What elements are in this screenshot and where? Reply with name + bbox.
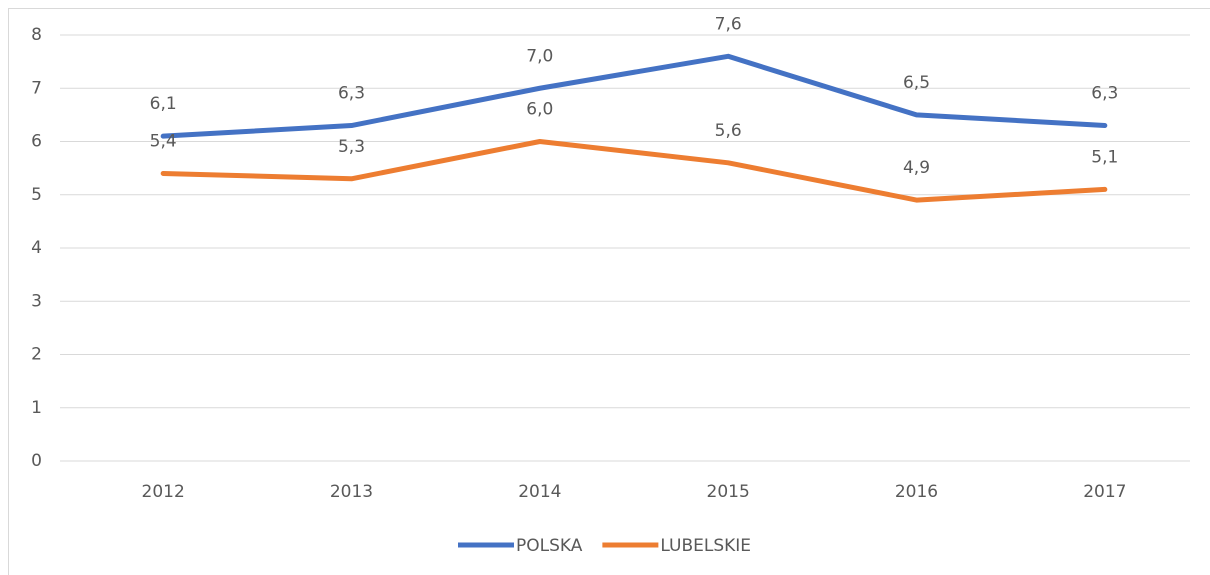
- x-tick-label: 2012: [142, 482, 185, 502]
- data-label: 6,1: [150, 94, 177, 114]
- legend-label: LUBELSKIE: [660, 536, 751, 556]
- y-tick-label: 8: [31, 25, 42, 45]
- series-line: [160, 53, 1108, 139]
- y-tick-label: 1: [31, 398, 42, 418]
- x-tick-label: 2014: [518, 482, 561, 502]
- x-tick-label: 2016: [895, 482, 938, 502]
- data-label: 6,0: [526, 100, 553, 120]
- chart-frame: [8, 8, 1210, 575]
- data-label: 5,4: [150, 131, 177, 151]
- data-label: 6,5: [903, 73, 930, 93]
- data-label: 5,3: [338, 137, 365, 157]
- data-label: 6,3: [1091, 84, 1118, 104]
- data-label: 4,9: [903, 158, 930, 178]
- data-label: 5,1: [1091, 147, 1118, 167]
- y-tick-label: 2: [31, 345, 42, 365]
- data-label: 6,3: [338, 84, 365, 104]
- y-tick-label: 4: [31, 238, 42, 258]
- data-label: 7,6: [715, 14, 742, 34]
- y-tick-label: 0: [31, 451, 42, 471]
- series-line: [160, 139, 1108, 203]
- legend-label: POLSKA: [516, 536, 583, 556]
- y-tick-label: 3: [31, 291, 42, 311]
- x-tick-label: 2013: [330, 482, 373, 502]
- x-tick-label: 2017: [1083, 482, 1126, 502]
- y-tick-label: 5: [31, 185, 42, 205]
- y-tick-label: 6: [31, 132, 42, 152]
- data-label: 7,0: [526, 46, 553, 66]
- y-tick-label: 7: [31, 78, 42, 98]
- x-tick-label: 2015: [707, 482, 750, 502]
- data-label: 5,6: [715, 121, 742, 141]
